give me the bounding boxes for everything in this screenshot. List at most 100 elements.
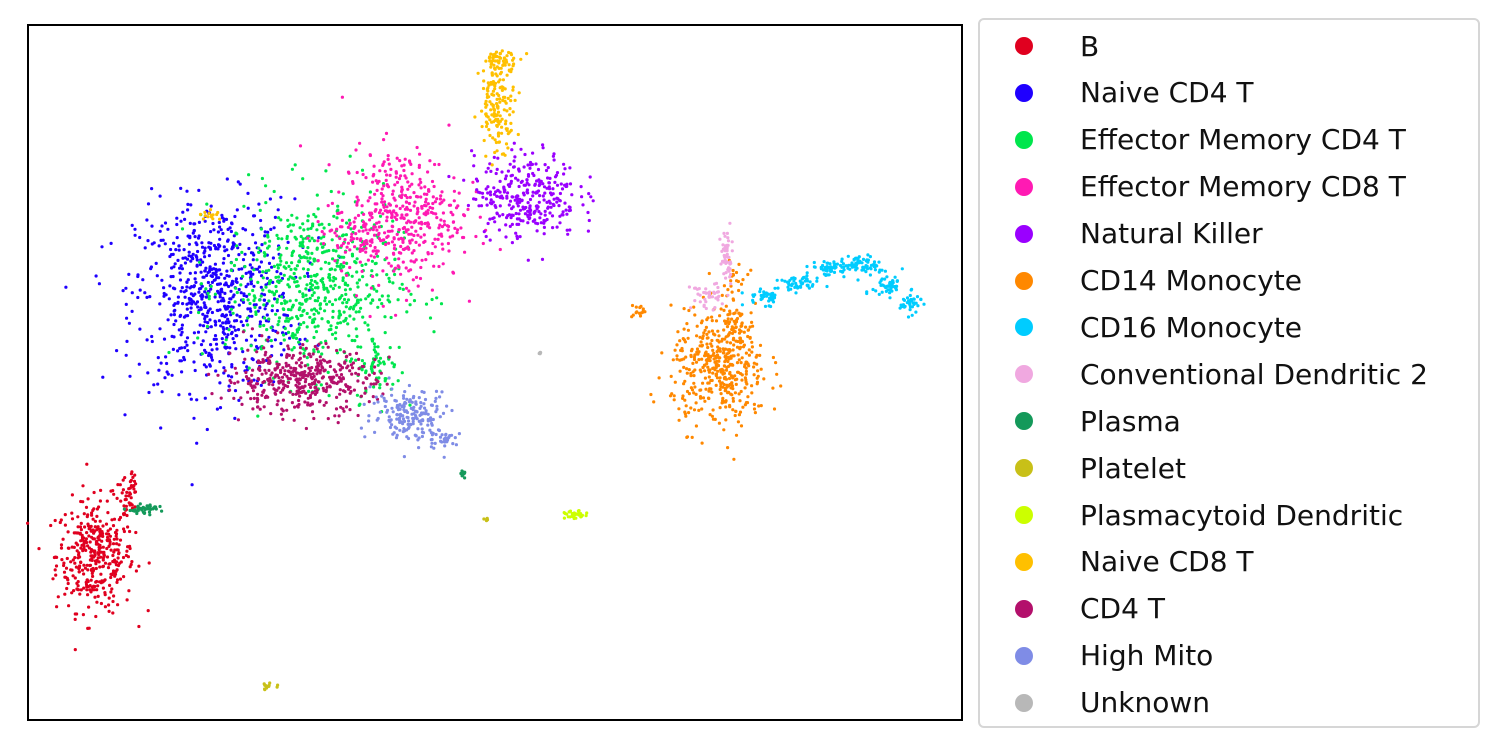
data-point: [338, 388, 342, 392]
data-point: [236, 328, 241, 332]
data-point: [305, 339, 309, 343]
data-point: [700, 407, 704, 411]
data-point: [495, 97, 499, 101]
data-point: [205, 427, 209, 432]
data-point: [252, 303, 256, 307]
data-point: [355, 393, 359, 397]
data-point: [276, 263, 280, 267]
data-point: [519, 147, 523, 151]
data-point: [111, 524, 116, 528]
data-point: [401, 204, 405, 208]
data-point: [366, 323, 370, 327]
data-point: [360, 364, 364, 369]
data-point: [359, 237, 363, 241]
data-point: [631, 313, 635, 317]
data-point: [438, 223, 442, 227]
data-point: [529, 208, 533, 212]
data-point: [729, 272, 733, 277]
data-point: [148, 513, 152, 517]
data-point: [56, 595, 60, 599]
data-point: [302, 255, 306, 259]
legend-marker: [1015, 37, 1033, 55]
data-point: [277, 362, 281, 367]
data-point: [369, 211, 373, 215]
data-point: [248, 301, 252, 306]
legend-marker: [1015, 224, 1033, 243]
data-point: [97, 282, 101, 286]
data-point: [146, 202, 151, 206]
data-point: [523, 183, 528, 187]
data-point: [557, 204, 561, 208]
series-platelet: [262, 516, 490, 692]
data-point: [411, 422, 415, 426]
data-point: [411, 419, 415, 423]
data-point: [428, 428, 432, 432]
data-point: [304, 391, 308, 395]
data-point: [710, 338, 714, 343]
data-point: [495, 65, 499, 69]
data-point: [269, 412, 273, 416]
data-point: [314, 215, 318, 219]
data-point: [247, 246, 251, 251]
data-point: [840, 270, 845, 274]
data-point: [95, 539, 99, 544]
data-point: [330, 332, 335, 336]
data-point: [183, 295, 187, 299]
data-point: [238, 242, 242, 246]
data-point: [252, 384, 256, 388]
data-point: [730, 317, 734, 321]
data-point: [134, 530, 138, 535]
data-point: [110, 518, 114, 522]
data-point: [348, 287, 352, 291]
data-point: [154, 507, 158, 511]
data-point: [372, 385, 376, 389]
data-point: [219, 299, 223, 303]
data-point: [660, 351, 664, 355]
data-point: [222, 257, 226, 261]
data-point: [682, 307, 686, 311]
data-point: [505, 109, 509, 113]
data-point: [240, 267, 244, 271]
data-point: [168, 254, 172, 259]
data-point: [287, 264, 291, 268]
data-point: [242, 204, 246, 208]
data-point: [242, 361, 246, 365]
data-point: [326, 204, 330, 208]
data-point: [728, 275, 732, 279]
data-point: [241, 378, 245, 382]
data-point: [437, 162, 441, 167]
data-point: [373, 262, 377, 266]
data-point: [295, 216, 299, 220]
data-point: [715, 353, 720, 357]
data-point: [378, 169, 382, 173]
data-point: [235, 280, 239, 284]
data-point: [223, 276, 227, 280]
data-point: [128, 508, 132, 513]
data-point: [755, 376, 759, 380]
data-point: [337, 254, 341, 258]
legend-label: Natural Killer: [1080, 217, 1263, 251]
data-point: [265, 302, 269, 306]
data-point: [103, 561, 108, 565]
data-point: [411, 278, 415, 282]
data-point: [390, 361, 394, 365]
data-point: [417, 396, 421, 400]
data-point: [80, 533, 84, 538]
data-point: [758, 343, 763, 347]
data-point: [363, 435, 367, 439]
data-point: [176, 300, 180, 304]
data-point: [125, 490, 129, 494]
data-point: [75, 581, 79, 586]
data-point: [316, 239, 320, 243]
data-point: [356, 413, 360, 418]
data-point: [339, 405, 343, 409]
data-point: [214, 267, 218, 271]
data-point: [322, 250, 326, 254]
data-point: [786, 280, 791, 284]
data-point: [382, 396, 386, 400]
data-point: [62, 561, 66, 565]
data-point: [90, 558, 94, 563]
data-point: [373, 358, 377, 362]
data-point: [584, 514, 588, 518]
data-point: [327, 275, 331, 279]
